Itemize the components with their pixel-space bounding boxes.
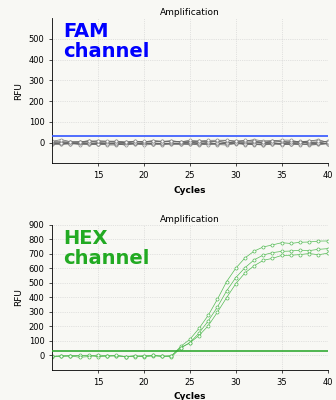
X-axis label: Cycles: Cycles <box>174 392 206 400</box>
Text: FAM
channel: FAM channel <box>63 22 150 61</box>
Y-axis label: RFU: RFU <box>14 82 23 100</box>
Y-axis label: RFU: RFU <box>14 288 23 306</box>
Text: HEX
channel: HEX channel <box>63 229 150 268</box>
X-axis label: Cycles: Cycles <box>174 186 206 195</box>
Title: Amplification: Amplification <box>160 215 220 224</box>
Title: Amplification: Amplification <box>160 8 220 17</box>
